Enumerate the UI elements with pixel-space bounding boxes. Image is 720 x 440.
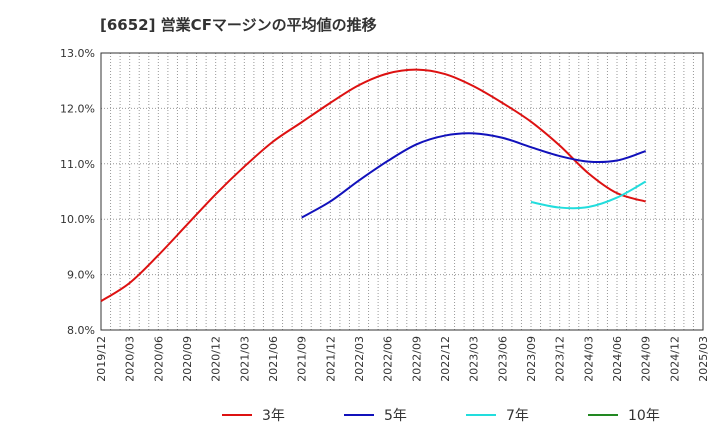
x-tick-label: 2022/12 [439,336,452,382]
x-tick-label: 2019/12 [95,336,108,382]
x-tick-label: 2024/03 [582,336,595,382]
x-tick-label: 2021/09 [296,336,309,382]
x-tick-label: 2025/03 [697,336,710,382]
x-tick-label: 2021/06 [267,336,280,382]
x-tick-label: 2024/09 [640,336,653,382]
legend-label-1: 3年 [262,408,285,424]
series-line-3 [530,180,647,210]
x-axis-ticks: 2019/12 2020/03 2020/06 2020/09 2020/12 2021/… [95,336,710,382]
chart-title: [6652] 営業CFマージンの平均値の推移 [100,16,377,34]
legend-label-3: 7年 [506,408,529,424]
x-tick-label: 2023/03 [468,336,481,382]
series-layer [100,68,647,303]
x-tick-label: 2021/12 [324,336,337,382]
x-tick-label: 2023/06 [496,336,509,382]
x-tick-label: 2024/12 [668,336,681,382]
x-tick-label: 2022/03 [353,336,366,382]
legend: 3年 5年 7年 10年 [222,408,660,424]
y-tick-label: 10.0% [60,213,95,226]
x-tick-label: 2020/09 [181,336,194,382]
y-tick-label: 8.0% [67,324,95,337]
legend-label-4: 10年 [628,408,660,424]
x-tick-label: 2020/06 [152,336,165,382]
x-tick-label: 2022/06 [382,336,395,382]
y-tick-label: 11.0% [60,158,95,171]
x-tick-label: 2021/03 [238,336,251,382]
series-line-2 [301,132,646,219]
x-tick-label: 2020/03 [124,336,137,382]
y-tick-label: 13.0% [60,47,95,60]
grid-layer [101,52,703,331]
y-tick-label: 12.0% [60,102,95,115]
x-tick-label: 2023/12 [554,336,567,382]
legend-label-2: 5年 [384,408,407,424]
x-tick-label: 2024/06 [611,336,624,382]
y-axis-ticks: 13.0% 12.0% 11.0% 10.0% 9.0% 8.0% [60,47,95,337]
x-tick-label: 2023/09 [525,336,538,382]
x-tick-label: 2020/12 [210,336,223,382]
series-line-1 [100,68,646,303]
plot-frame [100,52,704,331]
x-tick-label: 2022/09 [410,336,423,382]
y-tick-label: 9.0% [67,269,95,282]
